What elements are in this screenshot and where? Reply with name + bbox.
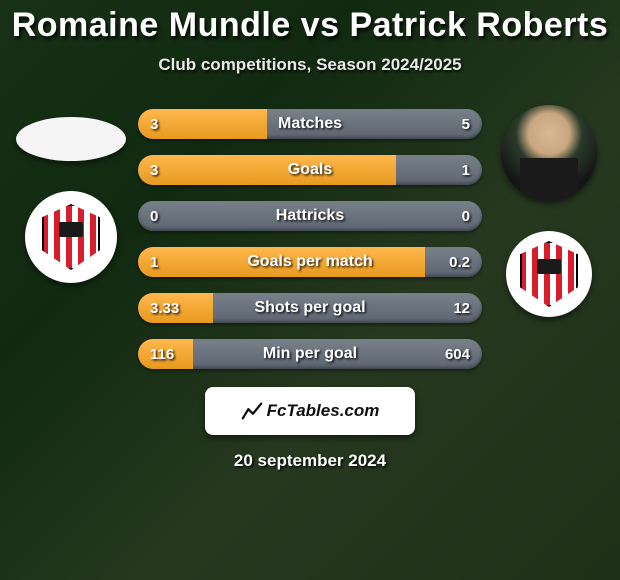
stat-label: Goals xyxy=(138,155,482,185)
stat-bar: 3.33Shots per goal12 xyxy=(138,293,482,323)
chart-line-icon xyxy=(241,400,263,422)
stat-value-right: 5 xyxy=(462,109,470,139)
stat-value-right: 0 xyxy=(462,201,470,231)
stat-value-right: 0.2 xyxy=(449,247,470,277)
stat-label: Matches xyxy=(138,109,482,139)
stat-bar: 0Hattricks0 xyxy=(138,201,482,231)
stat-bar: 3Matches5 xyxy=(138,109,482,139)
main-row: 3Matches53Goals10Hattricks01Goals per ma… xyxy=(0,105,620,369)
shield-icon xyxy=(42,204,100,270)
player-left-column xyxy=(16,105,126,283)
player-right-column xyxy=(494,105,604,317)
stat-bars: 3Matches53Goals10Hattricks01Goals per ma… xyxy=(138,105,482,369)
stat-label: Min per goal xyxy=(138,339,482,369)
comparison-card: Romaine Mundle vs Patrick Roberts Club c… xyxy=(0,0,620,580)
player-right-photo xyxy=(501,105,597,201)
player-right-club-crest xyxy=(506,231,592,317)
player-left-photo xyxy=(16,117,126,161)
stat-bar: 3Goals1 xyxy=(138,155,482,185)
brand-text: FcTables.com xyxy=(267,401,380,421)
stat-bar: 1Goals per match0.2 xyxy=(138,247,482,277)
stat-value-right: 12 xyxy=(453,293,470,323)
page-subtitle: Club competitions, Season 2024/2025 xyxy=(158,55,461,75)
brand-badge: FcTables.com xyxy=(205,387,415,435)
stat-value-right: 1 xyxy=(462,155,470,185)
stat-label: Shots per goal xyxy=(138,293,482,323)
stat-label: Goals per match xyxy=(138,247,482,277)
stat-label: Hattricks xyxy=(138,201,482,231)
shield-icon xyxy=(520,241,578,307)
stat-bar: 116Min per goal604 xyxy=(138,339,482,369)
player-left-club-crest xyxy=(25,191,117,283)
snapshot-date: 20 september 2024 xyxy=(234,451,386,471)
page-title: Romaine Mundle vs Patrick Roberts xyxy=(12,6,609,45)
stat-value-right: 604 xyxy=(445,339,470,369)
